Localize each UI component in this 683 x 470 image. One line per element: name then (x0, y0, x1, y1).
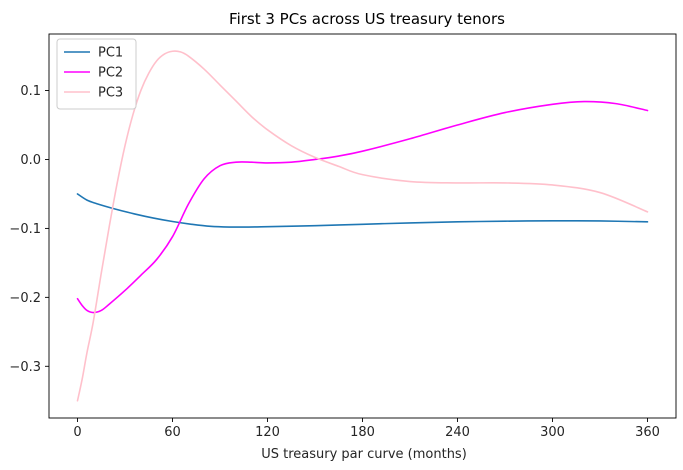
series-line-pc3 (76, 50, 649, 402)
y-tick-label: −0.2 (9, 291, 41, 306)
legend-label-pc3: PC3 (98, 86, 123, 101)
legend: PC1 PC2 PC3 (56, 38, 137, 110)
legend-label-pc1: PC1 (98, 46, 123, 61)
series-line-pc2 (76, 100, 649, 314)
y-tick-label: −0.3 (9, 360, 41, 375)
x-axis-label: US treasury par curve (months) (261, 447, 467, 462)
plot-area (76, 50, 649, 402)
x-tick-label: 300 (540, 425, 565, 440)
x-tick-label: 360 (635, 425, 660, 440)
legend-box (56, 38, 137, 110)
y-tick-label: 0.1 (20, 84, 41, 99)
axes: 0 60 120 180 240 300 360 −0.3 −0.2 −0.1 0.0 0.1 (9, 33, 677, 440)
x-tick-label: 120 (255, 425, 280, 440)
x-tick-label: 60 (164, 425, 181, 440)
x-tick-label: 180 (350, 425, 375, 440)
chart-title: First 3 PCs across US treasury tenors (229, 10, 505, 28)
axes-frame (48, 33, 677, 419)
x-tick-label: 0 (73, 425, 81, 440)
x-tick-label: 240 (445, 425, 470, 440)
series-line-pc1 (76, 193, 649, 228)
legend-label-pc2: PC2 (98, 66, 123, 81)
y-tick-label: −0.1 (9, 222, 41, 237)
y-tick-label: 0.0 (20, 153, 41, 168)
